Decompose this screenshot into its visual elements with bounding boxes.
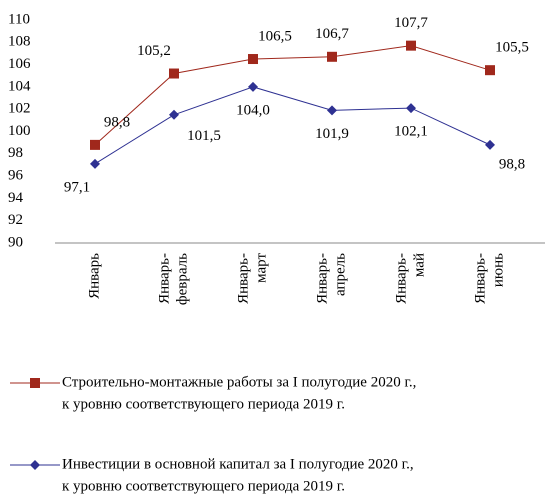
data-label: 107,7 [394, 15, 428, 31]
marker [248, 54, 258, 65]
marker [90, 158, 100, 169]
legend-label: Строительно-монтажные работы за I полуго… [62, 374, 416, 390]
y-tick-label: 102 [8, 101, 31, 117]
x-tick-label: Январь- [472, 253, 488, 304]
data-label: 98,8 [104, 114, 130, 130]
data-label: 101,5 [187, 128, 221, 144]
data-label: 105,2 [137, 43, 171, 59]
data-label: 101,9 [315, 126, 349, 142]
data-label: 98,8 [499, 156, 525, 172]
x-tick-label: март [253, 253, 269, 283]
marker [485, 65, 495, 76]
y-tick-label: 100 [8, 123, 31, 139]
x-tick-label: апрель [332, 253, 348, 296]
series-line [94, 45, 491, 146]
legend-label: Инвестиции в основной капитал за I полуг… [62, 456, 414, 472]
data-label: 97,1 [64, 179, 90, 195]
y-tick-label: 108 [8, 34, 31, 50]
x-tick-label: Январь- [393, 253, 409, 304]
y-tick-label: 110 [8, 11, 30, 27]
y-tick-label: 96 [8, 168, 24, 184]
marker [30, 460, 40, 470]
data-label: 106,5 [258, 28, 292, 44]
x-tick-label: Январь- [235, 253, 251, 304]
y-tick-label: 104 [8, 78, 31, 94]
y-tick-label: 94 [8, 190, 24, 206]
data-label: 102,1 [394, 124, 428, 140]
x-tick-label: Январь [86, 253, 102, 299]
marker [169, 68, 179, 79]
x-tick-label: июнь [490, 253, 506, 287]
legend-label: к уровню соответствующего периода 2019 г… [62, 396, 345, 412]
marker [248, 81, 258, 92]
y-tick-label: 98 [8, 145, 23, 161]
marker [327, 51, 337, 62]
marker [406, 103, 416, 114]
x-tick-label: Январь- [156, 253, 172, 304]
data-label: 105,5 [495, 40, 529, 56]
marker [169, 109, 179, 120]
y-tick-label: 90 [8, 234, 23, 250]
marker [485, 139, 495, 150]
y-tick-label: 106 [8, 56, 31, 72]
data-label: 106,7 [315, 26, 349, 42]
marker [30, 378, 40, 388]
marker [90, 139, 100, 150]
marker [327, 105, 337, 116]
data-label: 104,0 [236, 102, 270, 118]
legend-label: к уровню соответствующего периода 2019 г… [62, 478, 345, 494]
x-tick-label: февраль [174, 253, 190, 305]
x-tick-label: май [411, 253, 427, 277]
series-line [94, 86, 491, 165]
x-tick-label: Январь- [314, 253, 330, 304]
y-tick-label: 92 [8, 212, 23, 228]
marker [406, 40, 416, 51]
